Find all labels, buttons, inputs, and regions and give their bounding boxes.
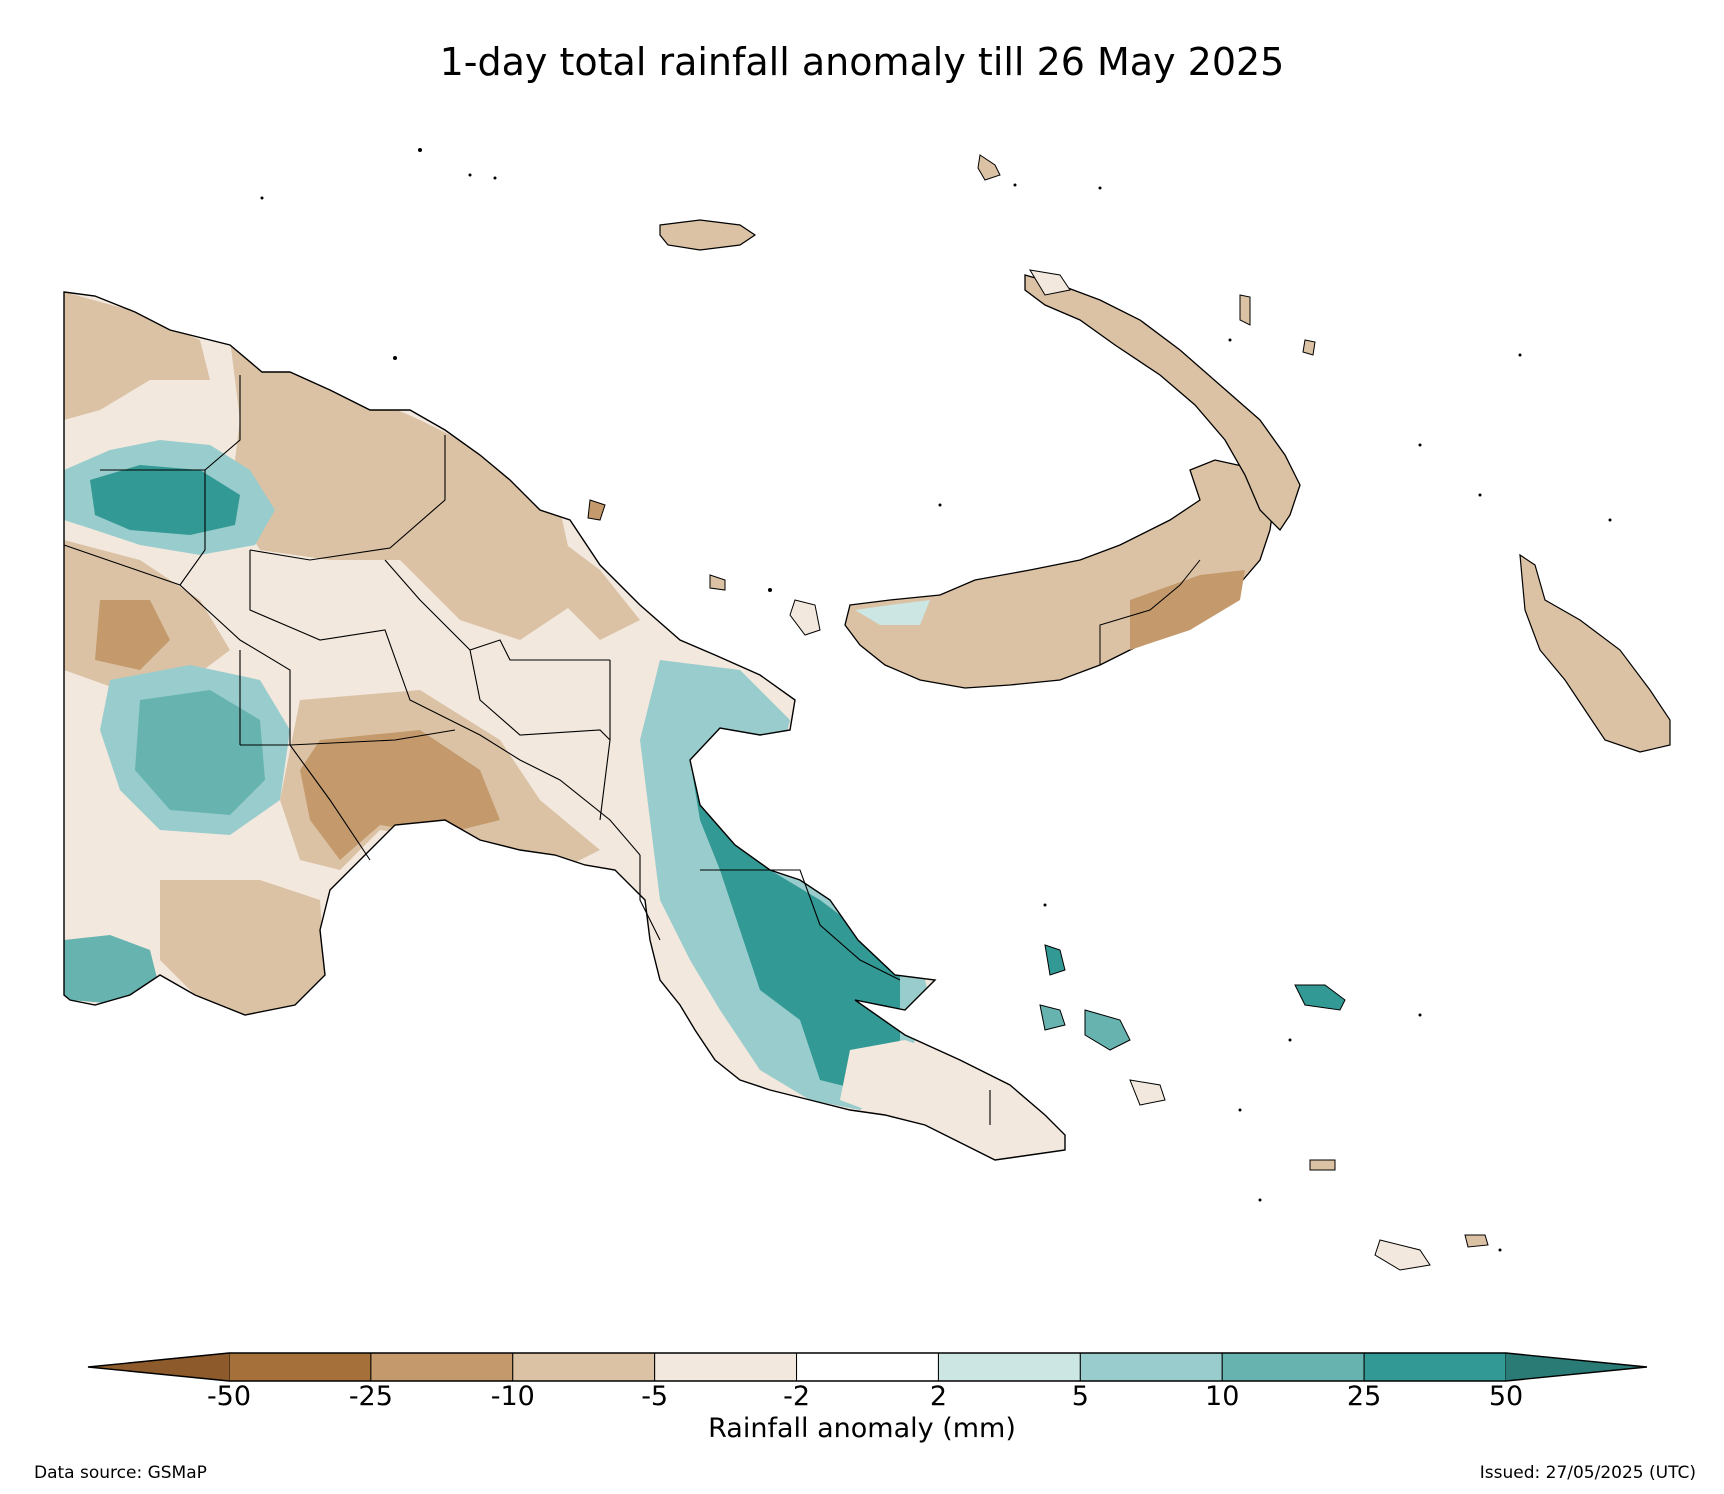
new-ireland [1024,274,1301,532]
dry-region-northwest [64,292,210,420]
colorbar-tick-label: 5 [1071,1381,1089,1412]
dry-region-east [440,450,640,640]
data-source-note: Data source: GSMaP [34,1463,207,1483]
colorbar-segment [512,1352,656,1382]
colorbar-extend-high [1506,1353,1647,1381]
issued-date: Issued: 27/05/2025 (UTC) [1479,1463,1696,1483]
colorbar-label: Rainfall anomaly (mm) [708,1413,1016,1444]
dry-region-southwest [160,880,325,1015]
new-britain-wet-patch [855,600,930,625]
wet-core-west [135,690,265,815]
rainfall-anomaly-map [63,148,1671,1271]
colorbar-segment [796,1352,939,1382]
colorbar-tick-label: -2 [783,1381,810,1412]
province-borders [63,375,991,1125]
mild-region-southeast [840,1040,1065,1160]
colorbar-segment [654,1352,798,1382]
bougainville-island [1519,553,1671,753]
manus-island [659,219,757,251]
colorbar-tick-label: 25 [1346,1381,1382,1412]
colorbar-tick-label: 50 [1488,1381,1524,1412]
colorbar-segment [1221,1352,1365,1382]
colorbar-segment [1363,1352,1507,1382]
colorbar-segment [370,1352,514,1382]
colorbar-segment [937,1352,1081,1382]
colorbar-segment [1079,1352,1223,1382]
colorbar-tick-label: -5 [641,1381,669,1412]
wet-region-southwest [64,935,160,1005]
colorbar-tick-label: -50 [206,1381,252,1412]
colorbar-tick-label: -25 [348,1381,393,1412]
colorbar-extend-low [88,1353,229,1381]
colorbar-outline [87,1352,1648,1382]
wet-core-northwest [90,465,240,535]
dry-region-north [230,340,580,640]
map-title: 1-day total rainfall anomaly till 26 May… [439,40,1285,84]
new-britain-dry-patch [1130,570,1245,650]
colorbar-segment [228,1352,372,1382]
mainland-png [63,291,1066,1161]
colorbar-tick-label: 10 [1205,1381,1240,1412]
colorbar-tick-label: -10 [490,1381,535,1412]
new-britain [844,459,1276,689]
dry-patch-west [95,600,170,670]
atoll-dots [260,148,1612,1252]
small-islands [587,154,1489,1271]
colorbar-tick-label: 2 [929,1381,948,1412]
